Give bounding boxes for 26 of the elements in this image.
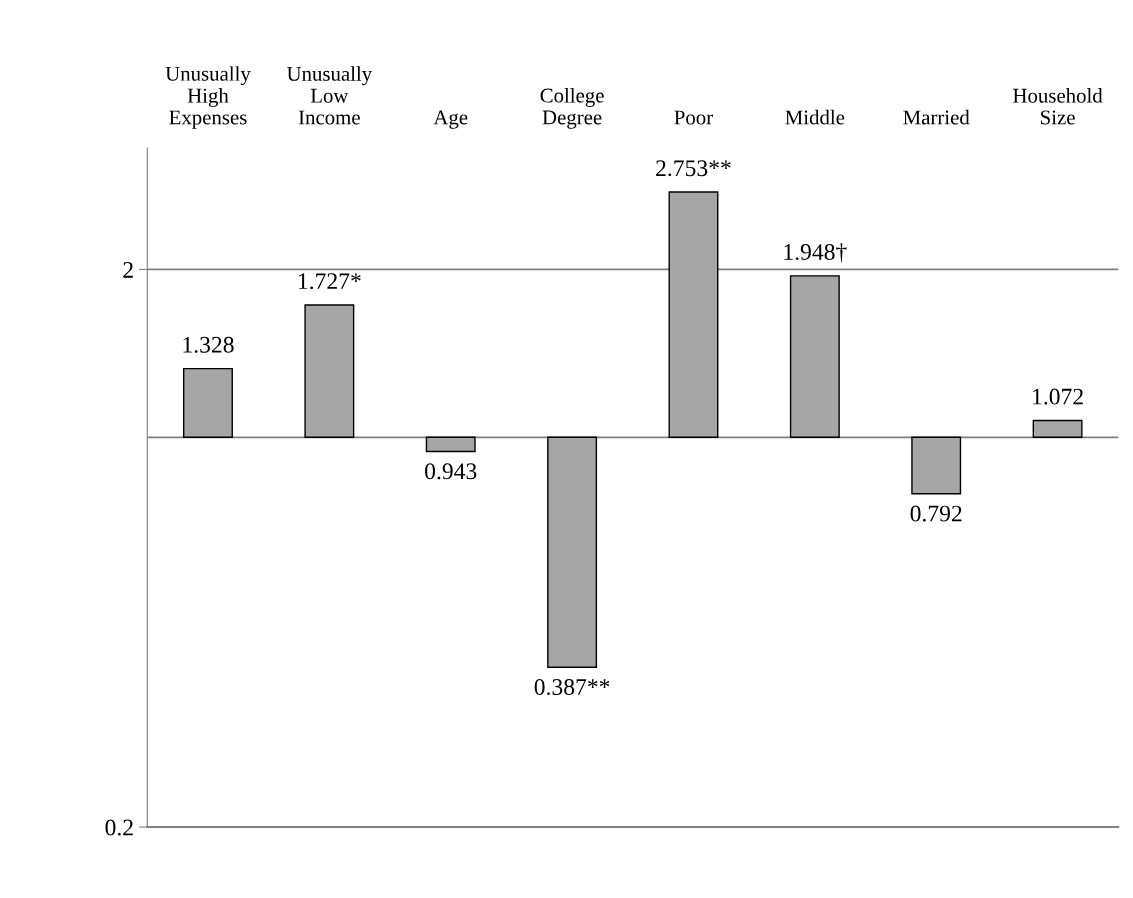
bar: [304, 304, 355, 438]
bar: [547, 436, 598, 668]
data-label: 0.792: [910, 505, 962, 522]
x-tick-label: College Degree: [540, 87, 604, 129]
data-label: 1.727*: [298, 273, 361, 290]
y-tick-label: 0.2: [105, 819, 133, 836]
x-tick-label: Age: [433, 110, 468, 129]
bar: [1032, 419, 1083, 438]
bar: [668, 191, 719, 438]
bar: [183, 367, 233, 438]
data-label: 1.072: [1033, 388, 1083, 405]
data-label: 1.948†: [784, 243, 847, 263]
bar: [911, 436, 962, 495]
bar: [425, 436, 476, 453]
x-tick-label: Middle: [785, 109, 845, 125]
data-label: 0.943: [425, 463, 477, 480]
x-tick-label: Unusually Low Income: [286, 66, 373, 125]
x-tick-label: Married: [903, 109, 970, 125]
x-tick-label: Household Size: [1013, 88, 1103, 125]
bar: [789, 275, 840, 438]
x-tick-label: Unusually High Expenses: [165, 66, 251, 129]
x-tick-label: Poor: [674, 110, 713, 125]
y-tick-label: 2: [123, 262, 133, 278]
data-label: 0.387**: [534, 678, 610, 696]
data-label: 1.328: [183, 336, 234, 353]
data-label: 2.753**: [656, 160, 731, 177]
